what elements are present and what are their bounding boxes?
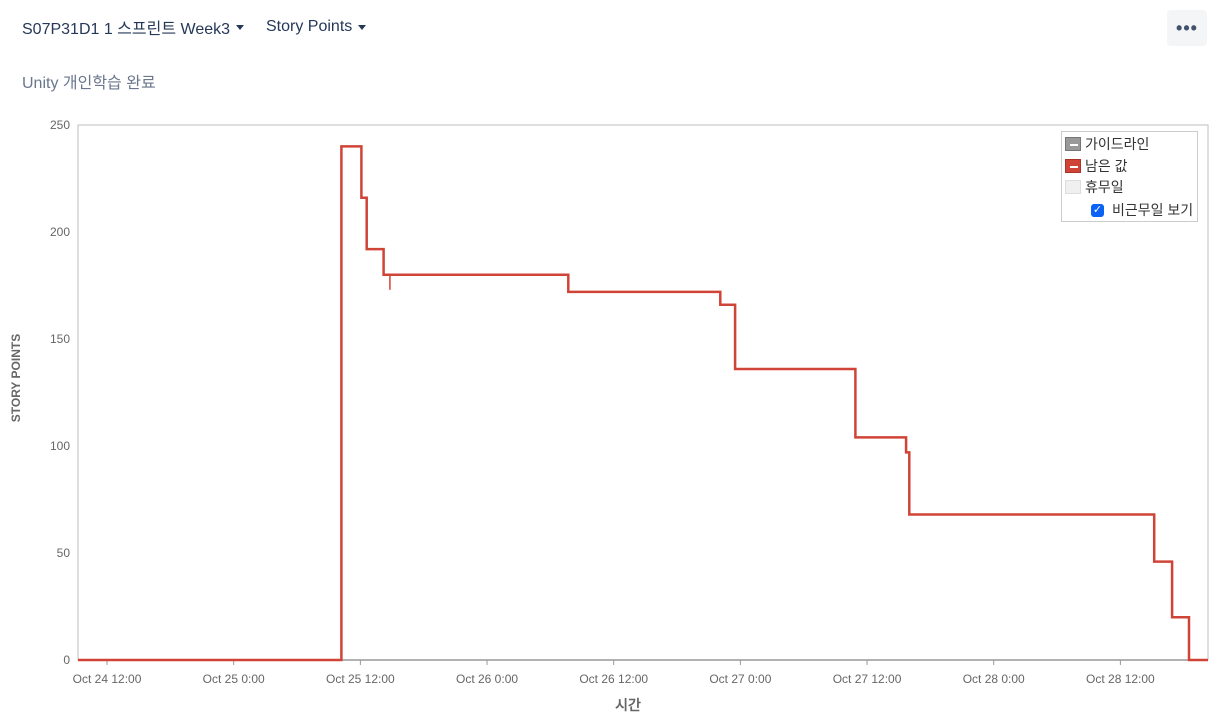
more-icon: ••• xyxy=(1176,17,1198,38)
show-non-working-toggle[interactable]: ✓ 비근무일 보기 xyxy=(1091,201,1193,219)
non-working-swatch-icon xyxy=(1065,180,1081,194)
y-tick-label: 0 xyxy=(63,653,70,667)
remaining-swatch-icon xyxy=(1065,159,1081,173)
estimation-dropdown-label: Story Points xyxy=(266,18,353,35)
show-non-working-label: 비근무일 보기 xyxy=(1112,202,1194,218)
chevron-down-icon xyxy=(358,25,367,30)
estimation-dropdown[interactable]: Story Points xyxy=(266,17,367,37)
x-tick-label: Oct 28 12:00 xyxy=(1086,672,1155,686)
x-tick-label: Oct 27 0:00 xyxy=(709,672,771,686)
legend-item-guideline[interactable]: 가이드라인 xyxy=(1065,135,1149,153)
guideline-swatch-icon xyxy=(1065,137,1081,151)
y-tick-label: 250 xyxy=(50,118,70,132)
legend-label-remaining: 남은 값 xyxy=(1085,158,1128,174)
y-tick-label: 50 xyxy=(57,546,71,560)
legend-label-guideline: 가이드라인 xyxy=(1085,136,1150,152)
report-toolbar: S07P31D1 1 스프린트 Week3 Story Points ••• xyxy=(0,0,1224,56)
x-tick-label: Oct 26 12:00 xyxy=(579,672,648,686)
x-tick-label: Oct 24 12:00 xyxy=(73,672,142,686)
sprint-dropdown-label: S07P31D1 1 스프린트 Week3 xyxy=(22,21,231,38)
x-axis-title: 시간 xyxy=(615,697,641,713)
chart-legend: 가이드라인 남은 값 휴무일 ✓ 비근무일 보기 xyxy=(1061,131,1198,222)
chevron-down-icon xyxy=(236,25,245,30)
x-tick-label: Oct 25 0:00 xyxy=(203,672,265,686)
x-tick-label: Oct 27 12:00 xyxy=(833,672,902,686)
x-tick-label: Oct 26 0:00 xyxy=(456,672,518,686)
y-tick-label: 100 xyxy=(50,439,70,453)
legend-label-non-working: 휴무일 xyxy=(1085,179,1124,195)
issue-filter-title: Unity 개인학습 완료 xyxy=(22,75,156,92)
x-tick-label: Oct 25 12:00 xyxy=(326,672,395,686)
plot-area xyxy=(77,124,1209,661)
remaining-values-line xyxy=(78,145,1208,662)
sprint-dropdown[interactable]: S07P31D1 1 스프린트 Week3 xyxy=(22,17,245,38)
x-tick-label: Oct 28 0:00 xyxy=(963,672,1025,686)
chart-axes: 0 50 100 150 200 250 Oct 24 12:00 Oct 25 0:00 Oc… xyxy=(50,118,1208,686)
legend-item-remaining[interactable]: 남은 값 xyxy=(1065,157,1128,175)
y-tick-label: 150 xyxy=(50,332,70,346)
checkbox-checked-icon[interactable]: ✓ xyxy=(1091,203,1104,217)
more-actions-button[interactable]: ••• xyxy=(1167,10,1207,46)
chart-series xyxy=(78,145,1208,662)
y-tick-label: 200 xyxy=(50,225,70,239)
legend-item-non-working[interactable]: 휴무일 xyxy=(1065,178,1124,196)
y-axis-title: STORY POINTS xyxy=(9,334,23,422)
